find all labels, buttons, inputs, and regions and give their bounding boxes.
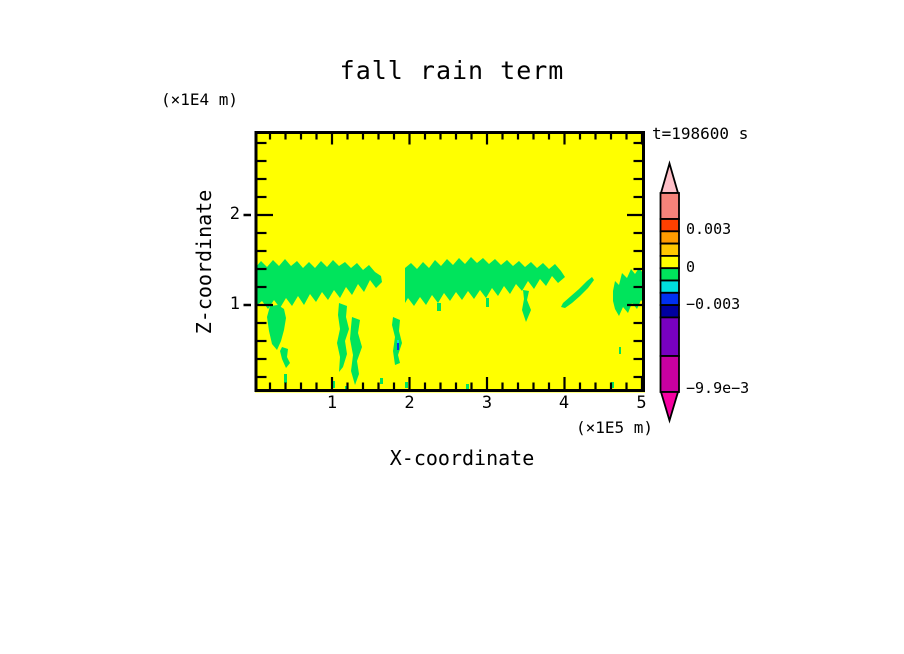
page-title: fall rain term	[339, 56, 565, 85]
colorbar-label-min: −9.9e−3	[686, 379, 750, 397]
x-tick-label-1: 1	[326, 393, 338, 413]
colorbar-segment	[659, 267, 680, 282]
green-trail-left-small	[280, 347, 290, 368]
blue-speck	[397, 343, 399, 350]
green-trail-mid-a	[337, 303, 349, 372]
colorbar-segment	[659, 304, 680, 319]
time-label: t=198600 s	[652, 124, 749, 143]
colorbar-segment	[659, 291, 680, 306]
green-speck	[466, 384, 469, 389]
green-speck	[332, 381, 335, 388]
z-tick-label-1: 1	[229, 294, 240, 314]
green-speck	[619, 347, 621, 354]
plot-field-background	[255, 131, 645, 393]
colorbar-segment	[659, 316, 680, 357]
green-band-mid	[405, 257, 565, 306]
colorbar-segment	[659, 242, 680, 257]
z-axis-label: Z-coordinate	[192, 189, 216, 335]
x-axis-unit: (×1E5 m)	[575, 418, 653, 437]
axis-tick-marks	[243, 132, 644, 391]
green-streak-diagonal	[561, 277, 594, 308]
colorbar-up-arrow	[659, 160, 680, 194]
z-tick-label-2: 2	[229, 204, 240, 224]
colorbar-segment	[659, 218, 680, 233]
x-tick-label-4: 4	[558, 393, 570, 413]
colorbar-label-pos: 0.003	[686, 220, 732, 238]
x-tick-label-3: 3	[481, 393, 493, 413]
green-band-left	[256, 259, 382, 309]
colorbar-segment	[659, 192, 680, 220]
colorbar-label-neg: −0.003	[686, 295, 741, 313]
green-speck	[437, 303, 441, 311]
colorbar-segment	[659, 279, 680, 294]
green-speck	[380, 378, 383, 384]
green-speck	[405, 382, 408, 388]
cyan-speck	[397, 340, 399, 343]
x-axis-label: X-coordinate	[389, 446, 535, 470]
green-trail-mid-b	[350, 317, 362, 385]
colorbar-label-zero: 0	[686, 258, 696, 276]
colorbar-down-arrow	[659, 391, 680, 424]
green-speck	[486, 298, 489, 307]
x-tick-label-2: 2	[404, 393, 415, 413]
x-tick-label-5: 5	[636, 393, 647, 413]
green-specks	[284, 298, 621, 390]
plot-border	[254, 131, 645, 392]
z-axis-unit: (×1E4 m)	[161, 90, 239, 109]
colorbar-segment	[659, 230, 680, 245]
green-blob-left	[267, 305, 286, 350]
colorbar	[659, 160, 680, 424]
colorbar-segment	[659, 355, 680, 393]
green-dangle-mid	[522, 290, 531, 322]
green-speck	[611, 382, 614, 388]
green-speck	[284, 374, 287, 383]
colorbar-segment	[659, 254, 680, 270]
